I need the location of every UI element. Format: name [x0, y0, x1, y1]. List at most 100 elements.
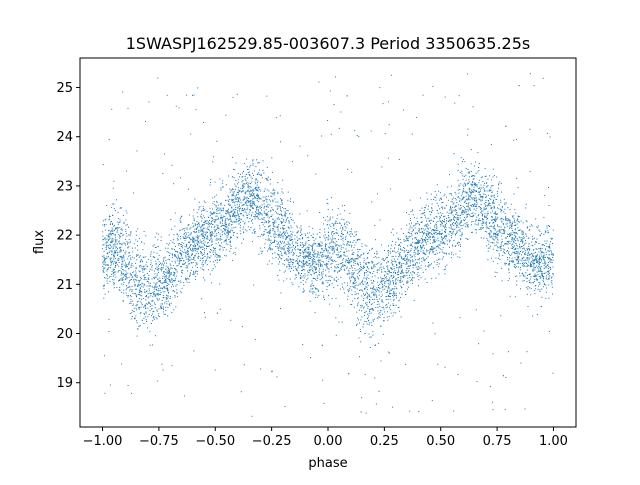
scatter-point	[527, 288, 529, 290]
scatter-point	[141, 282, 143, 284]
scatter-point	[311, 266, 313, 268]
scatter-point	[471, 197, 473, 199]
scatter-point	[464, 208, 466, 210]
scatter-point	[105, 244, 107, 246]
scatter-point	[150, 303, 151, 305]
scatter-point	[418, 265, 420, 267]
scatter-point	[368, 268, 370, 270]
scatter-point	[328, 227, 330, 229]
scatter-point	[416, 223, 418, 225]
scatter-point	[262, 218, 264, 220]
scatter-point	[268, 210, 270, 212]
scatter-point	[340, 227, 341, 229]
scatter-point	[313, 240, 315, 242]
scatter-point	[310, 288, 312, 290]
scatter-point	[471, 189, 472, 191]
scatter-point	[387, 306, 388, 308]
scatter-point	[415, 262, 417, 264]
scatter-point	[274, 231, 276, 233]
scatter-point	[364, 273, 366, 275]
scatter-point	[162, 294, 164, 296]
scatter-point	[242, 176, 244, 178]
scatter-point	[355, 241, 357, 243]
scatter-point	[192, 94, 193, 96]
scatter-point	[428, 220, 430, 222]
scatter-point	[251, 204, 253, 206]
scatter-point	[411, 274, 413, 276]
scatter-point	[176, 289, 178, 291]
scatter-point	[212, 268, 214, 269]
scatter-point	[167, 289, 169, 291]
scatter-point	[480, 204, 482, 205]
scatter-point	[363, 293, 364, 295]
scatter-point	[234, 202, 236, 204]
scatter-point	[361, 254, 363, 256]
scatter-point	[428, 228, 429, 230]
scatter-point	[349, 287, 351, 289]
scatter-point	[321, 271, 323, 273]
scatter-point	[212, 208, 213, 210]
scatter-point	[241, 210, 243, 212]
scatter-point	[525, 233, 527, 235]
scatter-point	[461, 211, 462, 213]
scatter-point	[494, 213, 496, 214]
scatter-point	[343, 288, 345, 290]
scatter-point	[454, 191, 456, 193]
scatter-point	[109, 237, 111, 239]
scatter-point	[323, 250, 325, 252]
scatter-point	[284, 241, 286, 243]
scatter-point	[370, 304, 372, 306]
scatter-point	[174, 296, 176, 298]
scatter-point	[116, 286, 118, 288]
scatter-point	[442, 242, 443, 244]
scatter-point	[332, 253, 334, 255]
scatter-point	[289, 263, 291, 265]
scatter-point	[483, 184, 485, 186]
scatter-point	[242, 228, 244, 230]
scatter-point	[480, 177, 482, 179]
scatter-point	[115, 252, 117, 253]
scatter-point	[216, 239, 218, 241]
scatter-point	[358, 255, 359, 257]
scatter-point	[252, 164, 254, 166]
scatter-point	[128, 226, 129, 228]
scatter-point	[305, 256, 307, 258]
scatter-point	[177, 239, 179, 241]
scatter-point	[212, 247, 214, 249]
scatter-point	[152, 317, 154, 319]
scatter-point	[379, 312, 381, 313]
scatter-point	[364, 288, 366, 290]
scatter-point	[196, 251, 198, 253]
scatter-point	[204, 234, 206, 236]
scatter-point	[127, 266, 129, 267]
scatter-point	[360, 319, 362, 321]
scatter-point	[428, 217, 430, 219]
scatter-point	[392, 264, 394, 266]
scatter-point	[138, 294, 140, 295]
scatter-point	[414, 256, 416, 258]
scatter-point	[297, 245, 299, 247]
scatter-point	[174, 249, 175, 250]
scatter-point	[413, 225, 415, 227]
scatter-point	[132, 293, 134, 294]
scatter-point	[399, 254, 401, 256]
scatter-point	[271, 196, 273, 197]
scatter-point	[542, 276, 544, 277]
scatter-point	[548, 268, 550, 269]
scatter-point	[247, 207, 249, 209]
scatter-point	[157, 77, 159, 79]
scatter-point	[111, 220, 112, 222]
scatter-point	[500, 245, 501, 247]
scatter-point	[470, 195, 472, 197]
scatter-point	[437, 230, 439, 231]
scatter-point	[512, 245, 514, 247]
scatter-point	[450, 230, 452, 232]
scatter-point	[362, 279, 364, 281]
scatter-point	[286, 209, 288, 211]
scatter-point	[333, 279, 335, 281]
scatter-point	[348, 257, 349, 259]
scatter-point	[354, 282, 356, 284]
scatter-point	[257, 198, 259, 200]
scatter-point	[260, 174, 261, 176]
scatter-point	[172, 248, 174, 250]
